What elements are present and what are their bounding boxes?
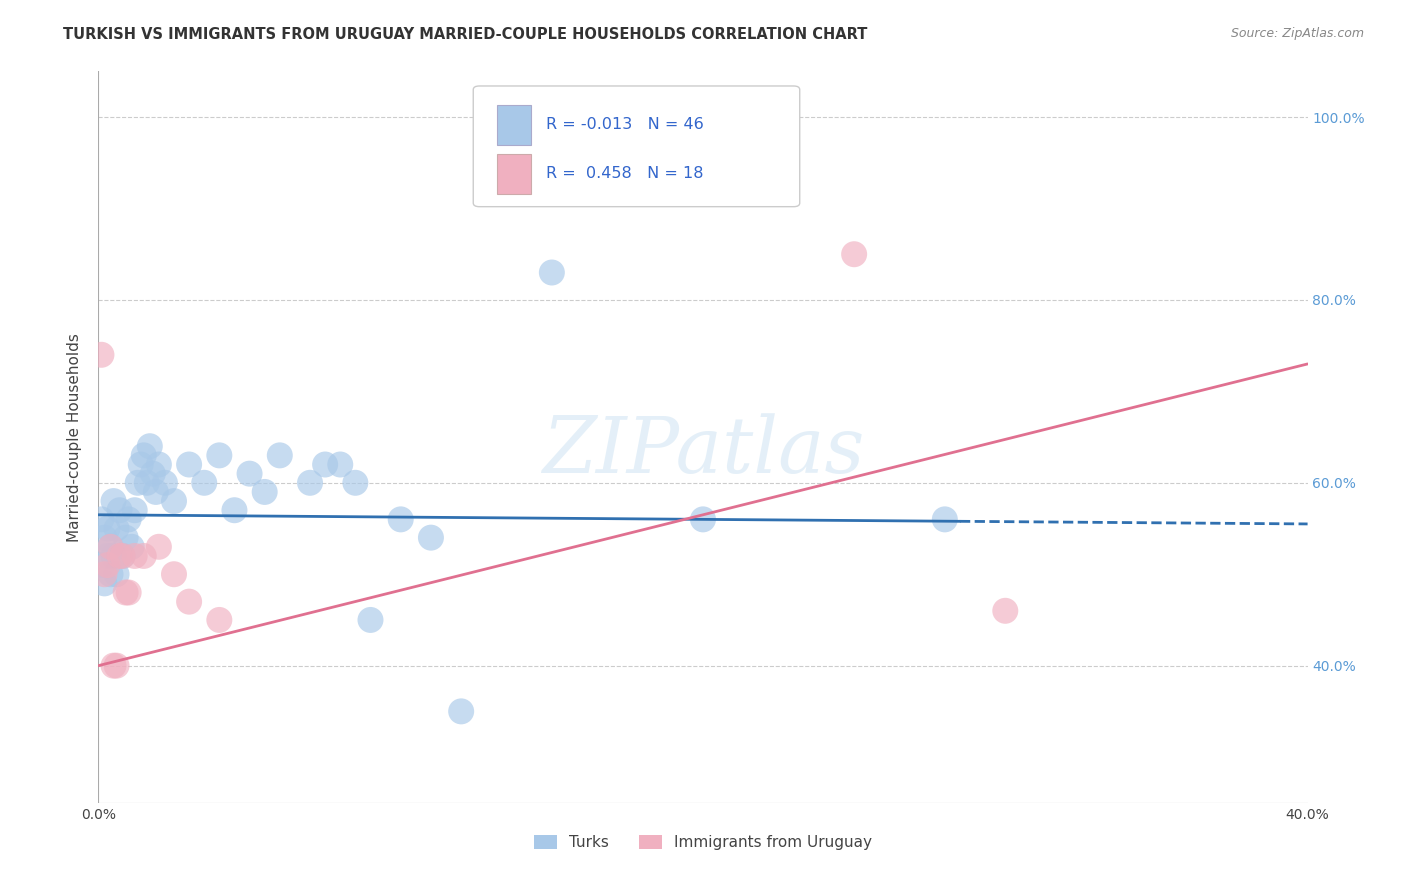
Point xyxy=(193,475,215,490)
Point xyxy=(90,348,112,362)
Point xyxy=(114,585,136,599)
Point xyxy=(163,494,186,508)
Point xyxy=(142,467,165,481)
Text: Source: ZipAtlas.com: Source: ZipAtlas.com xyxy=(1230,27,1364,40)
Point xyxy=(389,512,412,526)
Point xyxy=(269,449,291,463)
Point xyxy=(111,549,134,563)
Point xyxy=(179,458,201,472)
Point xyxy=(100,540,122,554)
Point xyxy=(108,549,131,563)
Point xyxy=(105,521,128,535)
Point xyxy=(93,576,115,591)
Point xyxy=(208,449,231,463)
Point xyxy=(103,494,125,508)
Text: TURKISH VS IMMIGRANTS FROM URUGUAY MARRIED-COUPLE HOUSEHOLDS CORRELATION CHART: TURKISH VS IMMIGRANTS FROM URUGUAY MARRI… xyxy=(63,27,868,42)
Point xyxy=(253,485,276,500)
Point xyxy=(148,540,170,554)
Point xyxy=(105,567,128,582)
Point xyxy=(118,512,141,526)
Point xyxy=(96,549,118,563)
Point xyxy=(135,475,157,490)
Point xyxy=(360,613,382,627)
Y-axis label: Married-couple Households: Married-couple Households xyxy=(67,333,83,541)
Point xyxy=(100,540,122,554)
Point xyxy=(96,558,118,573)
Point xyxy=(90,512,112,526)
Point xyxy=(148,458,170,472)
Point xyxy=(139,439,162,453)
Point xyxy=(239,467,262,481)
Point xyxy=(93,567,115,582)
Point xyxy=(314,458,336,472)
Bar xyxy=(498,153,531,194)
Point xyxy=(132,449,155,463)
Point xyxy=(153,475,176,490)
Point xyxy=(103,549,125,563)
Point xyxy=(105,658,128,673)
Point xyxy=(208,613,231,627)
Point xyxy=(108,503,131,517)
Point xyxy=(114,531,136,545)
Point xyxy=(103,658,125,673)
Point xyxy=(90,558,112,573)
Point xyxy=(127,475,149,490)
Point xyxy=(124,503,146,517)
Point xyxy=(93,531,115,545)
Legend: Turks, Immigrants from Uruguay: Turks, Immigrants from Uruguay xyxy=(534,835,872,850)
Point xyxy=(179,595,201,609)
Point xyxy=(692,512,714,526)
Point xyxy=(420,531,443,545)
Point xyxy=(100,567,122,582)
Point xyxy=(540,266,562,280)
Point xyxy=(844,247,866,261)
Point xyxy=(145,485,167,500)
Point xyxy=(132,549,155,563)
Bar xyxy=(498,104,531,145)
Point xyxy=(124,549,146,563)
Point xyxy=(329,458,352,472)
Point xyxy=(299,475,322,490)
Point xyxy=(934,512,956,526)
Point xyxy=(163,567,186,582)
Point xyxy=(450,705,472,719)
Point xyxy=(118,585,141,599)
Point xyxy=(994,604,1017,618)
Point xyxy=(344,475,367,490)
Text: R = -0.013   N = 46: R = -0.013 N = 46 xyxy=(546,117,703,132)
Point xyxy=(224,503,246,517)
Text: ZIPatlas: ZIPatlas xyxy=(541,414,865,490)
Point xyxy=(129,458,152,472)
Point xyxy=(121,540,143,554)
FancyBboxPatch shape xyxy=(474,86,800,207)
Text: R =  0.458   N = 18: R = 0.458 N = 18 xyxy=(546,166,703,181)
Point xyxy=(111,549,134,563)
Point xyxy=(96,521,118,535)
